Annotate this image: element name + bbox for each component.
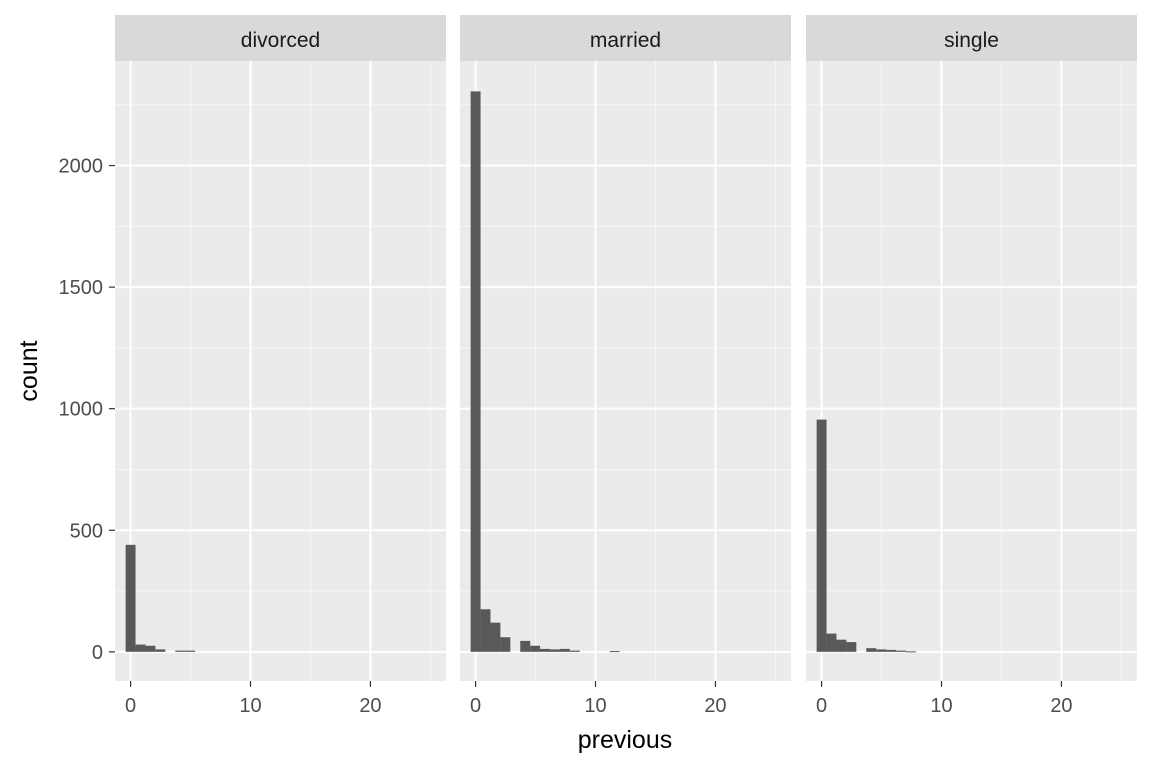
facet-panel — [460, 61, 791, 681]
facet-strip-label: single — [944, 29, 999, 52]
histogram-bar — [470, 91, 481, 652]
x-tick-label: 10 — [930, 695, 952, 717]
histogram-bar — [836, 639, 847, 652]
x-tick-label: 20 — [704, 695, 726, 717]
histogram-bar — [559, 648, 570, 652]
histogram-bar — [155, 649, 166, 652]
histogram-bar — [816, 419, 827, 652]
histogram-bar — [876, 649, 887, 652]
histogram-bar — [540, 648, 551, 652]
y-tick-label: 2000 — [59, 156, 104, 178]
histogram-bar — [480, 609, 491, 652]
histogram-bar — [125, 544, 136, 652]
histogram-bar — [520, 640, 531, 652]
facet-strip — [115, 15, 446, 61]
histogram-bar — [866, 648, 877, 652]
histogram-bar — [550, 649, 560, 652]
facet-strip — [460, 15, 791, 61]
facet-panel — [115, 61, 446, 681]
facet-strip-label: married — [590, 29, 661, 52]
y-axis-title: count — [15, 340, 43, 401]
histogram-bar — [530, 645, 541, 652]
histogram-bar — [896, 650, 906, 652]
histogram-bar — [490, 622, 501, 652]
facet-strip — [806, 15, 1137, 61]
y-tick-label: 1500 — [59, 277, 104, 299]
x-tick-label: 10 — [239, 695, 261, 717]
histogram-bar — [175, 650, 186, 652]
histogram-bar — [145, 645, 156, 652]
y-tick-label: 0 — [92, 642, 103, 664]
x-tick-label: 20 — [1050, 695, 1072, 717]
histogram-bar — [135, 644, 146, 652]
x-tick-label: 0 — [125, 695, 136, 717]
histogram-bar — [569, 650, 580, 652]
facet-panel — [806, 61, 1137, 681]
x-tick-label: 0 — [470, 695, 481, 717]
y-tick-label: 500 — [70, 520, 103, 542]
histogram-bar — [886, 649, 897, 652]
histogram-bar — [905, 651, 916, 653]
x-axis-title: previous — [578, 726, 673, 754]
histogram-bar — [826, 633, 837, 652]
x-tick-label: 10 — [584, 695, 606, 717]
facet-strip-label: divorced — [241, 29, 320, 52]
y-tick-label: 1000 — [59, 399, 104, 421]
histogram-bar — [185, 650, 196, 652]
histogram-bar — [500, 637, 511, 652]
x-tick-label: 20 — [359, 695, 381, 717]
histogram-bar — [846, 642, 857, 652]
histogram-bar — [609, 651, 620, 653]
x-tick-label: 0 — [816, 695, 827, 717]
